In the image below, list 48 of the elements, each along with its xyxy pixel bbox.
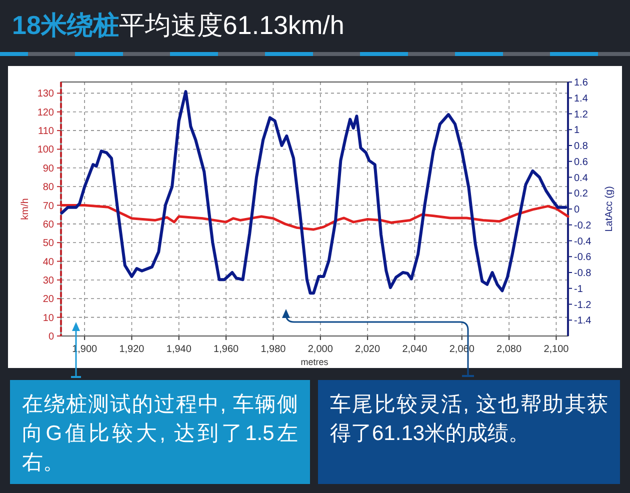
y-tick-label: 70 bbox=[42, 200, 54, 212]
y-tick-label: 110 bbox=[38, 126, 54, 138]
y-tick-label: 10 bbox=[42, 312, 54, 324]
chart-subtitle: 平均速度61.13km/h bbox=[118, 10, 344, 40]
x-tick-label: 1,960 bbox=[214, 344, 240, 355]
x-tick-label: 1,940 bbox=[166, 344, 192, 355]
x-tick-label: 2,100 bbox=[544, 344, 570, 355]
y-tick-label: 50 bbox=[42, 238, 54, 250]
text: 车尾比较灵活, 这也帮助其获得了61.13米的成绩。 bbox=[318, 380, 620, 484]
y2-tick-label: -0.8 bbox=[574, 268, 592, 279]
x-tick-label: 2,080 bbox=[496, 344, 522, 355]
y-axis-title: km/h bbox=[20, 198, 31, 220]
y2-tick-label: 0.6 bbox=[574, 156, 588, 168]
y-tick-label: 130 bbox=[37, 88, 54, 100]
y2-tick-label: 0.2 bbox=[574, 188, 588, 200]
y-tick-label: 0 bbox=[48, 332, 54, 342]
y2-tick-label: -1.4 bbox=[574, 316, 592, 327]
y2-tick-label: 0.8 bbox=[574, 141, 588, 152]
y2-tick-label: 1.2 bbox=[574, 109, 588, 120]
y-tick-label: 120 bbox=[37, 107, 54, 118]
line-series bbox=[60, 204, 570, 231]
x-tick-label: 2,040 bbox=[402, 344, 428, 355]
y-tick-label: 40 bbox=[42, 256, 54, 268]
text: 在绕桩测试的过程中, 车辆侧向G值比较大, 达到了1.5左右。 bbox=[10, 380, 310, 484]
x-tick-label: 1,920 bbox=[119, 344, 145, 355]
x-tick-label: 2,000 bbox=[308, 344, 334, 355]
line-series bbox=[60, 90, 568, 295]
y2-tick-label: 1.4 bbox=[574, 93, 588, 104]
y2-tick-label: 0 bbox=[574, 204, 580, 216]
y-tick-label: 80 bbox=[42, 182, 54, 194]
y2-tick-label: -1.2 bbox=[574, 300, 592, 311]
y-tick-label: 30 bbox=[42, 275, 54, 286]
y-tick-label: 100 bbox=[37, 144, 54, 156]
y2-tick-label: 1 bbox=[574, 125, 580, 136]
y2-tick-label: 0.4 bbox=[574, 172, 588, 184]
y2-tick-label: -0.2 bbox=[574, 220, 592, 232]
y-tick-label: 90 bbox=[42, 163, 54, 174]
y-tick-label: 60 bbox=[42, 219, 54, 230]
y2-tick-label: 1.6 bbox=[574, 78, 588, 88]
x-tick-label: 2,020 bbox=[355, 344, 381, 355]
y2-axis-title: LatAcc (g) bbox=[604, 186, 615, 232]
y2-tick-label: -0.4 bbox=[574, 236, 592, 248]
chart-title: 18米绕桩 bbox=[12, 10, 119, 40]
y2-tick-label: -0.6 bbox=[574, 252, 592, 264]
y-tick-label: 20 bbox=[42, 294, 54, 306]
x-axis-title: metres bbox=[300, 357, 329, 367]
y2-tick-label: -1 bbox=[574, 284, 584, 295]
x-tick-label: 1,980 bbox=[260, 344, 286, 355]
